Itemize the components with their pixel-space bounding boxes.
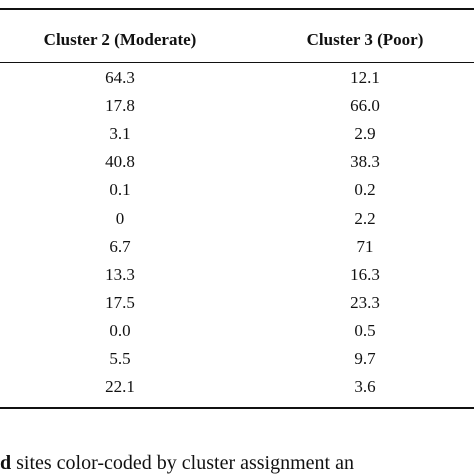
table-cell: 0.0: [109, 320, 131, 340]
table-cell: 0: [115, 208, 125, 228]
table-cell: 0.2: [354, 180, 376, 200]
table-cell: 40.8: [105, 152, 135, 172]
table-cell: 6.7: [109, 236, 131, 256]
caption-text: sites color-coded by cluster assignment …: [11, 452, 354, 474]
table-cell: 71: [356, 236, 374, 256]
table-cell: 0.5: [354, 320, 376, 340]
table-cell: 13.3: [105, 264, 135, 284]
table-cell: 0.1: [109, 180, 131, 200]
table-cell: 5.5: [109, 349, 131, 368]
bottom-rule: [0, 407, 474, 409]
table-cell: 66.0: [350, 96, 380, 116]
table-cell: 22.1: [105, 377, 135, 397]
table-cell: 3.1: [109, 124, 131, 144]
table-cell: 12.1: [350, 68, 380, 87]
column-header: Cluster 3 (Poor): [306, 30, 424, 49]
table-cell: 17.5: [105, 292, 135, 312]
table-cell: 16.3: [350, 264, 380, 284]
table-cell: 2.9: [354, 124, 376, 144]
table-cell: 9.7: [354, 349, 376, 368]
table-cell: 64.3: [105, 68, 135, 87]
table-cell: 3.6: [354, 377, 376, 397]
table-cell: 2.2: [354, 208, 376, 228]
header-rule: [0, 62, 474, 63]
top-rule: [0, 8, 474, 10]
table-cell: 23.3: [350, 292, 380, 312]
column-header: Cluster 2 (Moderate): [43, 30, 197, 49]
table-cell: 17.8: [105, 96, 135, 116]
caption: d sites color-coded by cluster assignmen…: [0, 452, 354, 474]
caption-lead: d: [0, 452, 12, 474]
table-cell: 38.3: [350, 152, 380, 172]
